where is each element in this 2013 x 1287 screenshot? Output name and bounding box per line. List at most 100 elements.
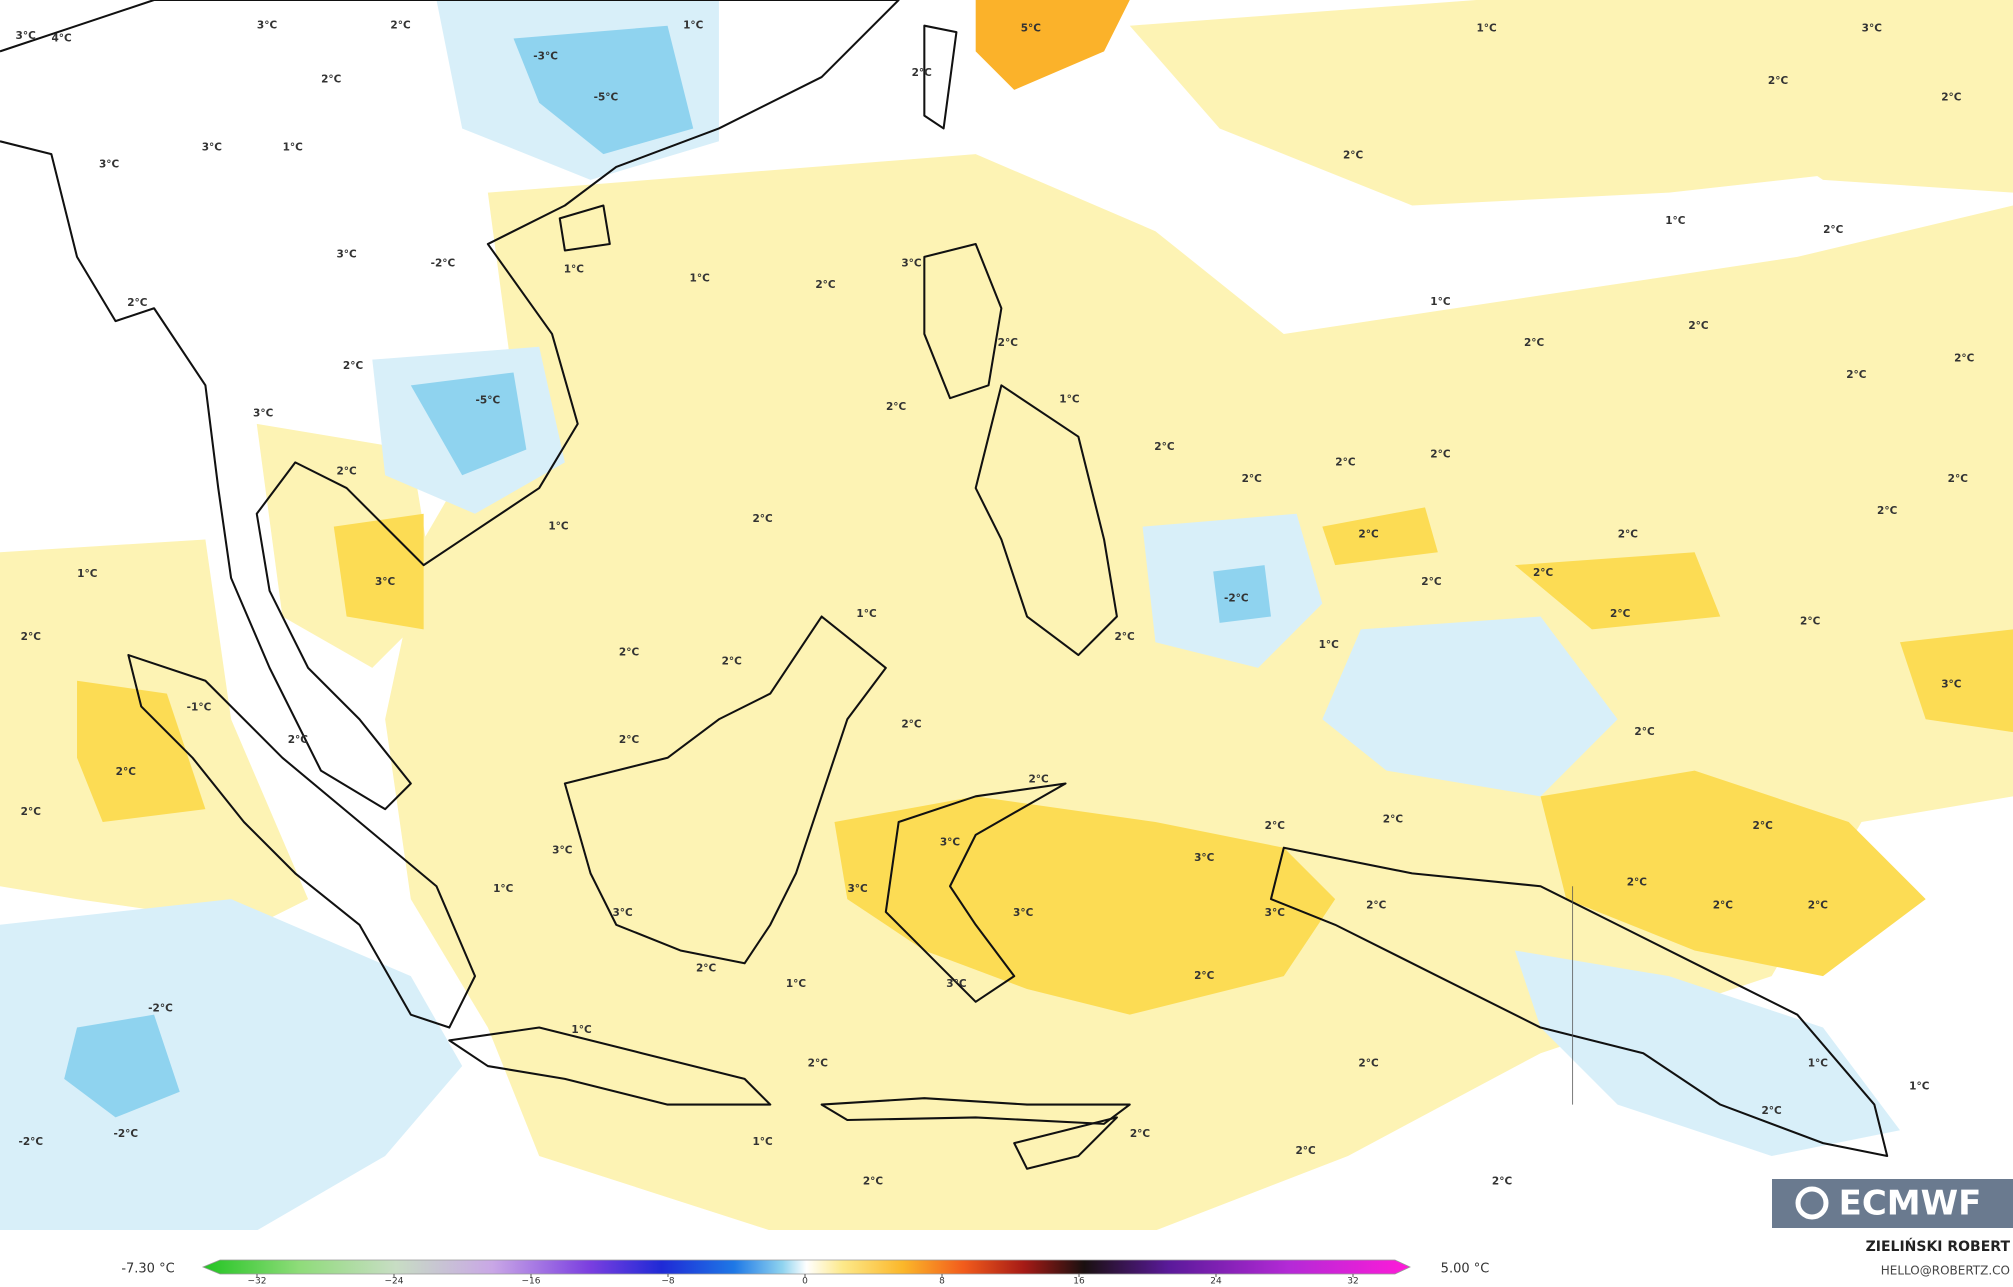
temperature-label: 2°C [21,631,42,643]
logo-icon [1795,1186,1829,1220]
temperature-label: 3°C [253,408,274,420]
temperature-label: 1°C [571,1024,592,1036]
temperature-label: 2°C [343,360,364,372]
temperature-label: 1°C [1665,215,1686,227]
temperature-label: 2°C [886,401,907,413]
colorbar [201,1259,1411,1275]
temperature-label: 2°C [1343,149,1364,161]
temperature-label: 2°C [1430,449,1451,461]
coastlines [0,0,1889,1170]
colorbar-tick-label: −8 [661,1277,675,1287]
temperature-label: 2°C [1948,473,1969,485]
credit-email: HELLO@ROBERTZ.CO [1881,1264,2010,1278]
colorbar-tick-label: 16 [1073,1277,1085,1287]
temperature-label: 3°C [1265,907,1286,919]
temperature-label: 2°C [1366,900,1387,912]
warm-areas [0,0,2013,1231]
temperature-label: 1°C [1477,22,1498,34]
temperature-label: 2°C [1242,473,1263,485]
temperature-label: 2°C [1154,441,1175,453]
map-layer [0,0,2013,1231]
logo-text: ECMWF [1839,1184,1982,1224]
temperature-label: 2°C [336,465,357,477]
temperature-label: 2°C [998,337,1019,349]
temperature-label: 3°C [202,142,223,154]
temperature-label: 2°C [21,806,42,818]
temperature-label: 3°C [1941,679,1962,691]
colorbar-tick-label: −32 [248,1277,267,1287]
temperature-label: 2°C [619,646,640,658]
temperature-label: 2°C [1028,774,1049,786]
temperature-label: 2°C [901,718,922,730]
temperature-label: -2°C [114,1128,139,1140]
temperature-label: 2°C [321,74,342,86]
temperature-label: 2°C [752,513,773,525]
temperature-label: 3°C [613,907,634,919]
temperature-label: 2°C [127,297,148,309]
temperature-label: 3°C [1862,22,1883,34]
temperature-label: 3°C [1194,852,1215,864]
temperature-label: 2°C [808,1058,829,1070]
temperature-label: 3°C [946,978,967,990]
temperature-label: 1°C [1909,1081,1930,1093]
temperature-label: 4°C [51,33,72,45]
temperature-label: 3°C [16,30,37,42]
temperature-label: -5°C [594,92,619,104]
colorbar-ticks: −32 −24 −16 −8 0 8 16 24 32 [248,1274,1359,1287]
temperature-label: 1°C [1430,296,1451,308]
temperature-label: 1°C [564,264,585,276]
temperature-label: 2°C [1618,528,1639,540]
temperature-label: 2°C [696,962,717,974]
temperature-label: 2°C [1941,92,1962,104]
temperature-label: 2°C [1610,608,1631,620]
temperature-label: 1°C [1319,639,1340,651]
temperature-label: -2°C [431,257,456,269]
temperature-label: 2°C [1877,505,1898,517]
temperature-label: 2°C [722,655,743,667]
temperature-label: 2°C [1800,616,1821,628]
temperature-label: 2°C [390,20,411,32]
temperature-label: 3°C [375,576,396,588]
temperature-label: 1°C [752,1136,773,1148]
temperature-label: 2°C [1295,1145,1316,1157]
temperature-label: 2°C [1358,528,1379,540]
colorbar-tick-label: 24 [1210,1277,1222,1287]
colorbar-tick-label: 0 [802,1277,808,1287]
temperature-label: 2°C [1808,900,1829,912]
colorbar-tick-label: −16 [522,1277,541,1287]
temperature-label: 3°C [99,158,120,170]
temperature-label: 2°C [1846,369,1867,381]
temperature-label: 2°C [1114,631,1135,643]
temperature-label: 2°C [1335,456,1356,468]
temperature-label: 2°C [1688,320,1709,332]
temperature-label: 3°C [901,257,922,269]
temperature-label: 2°C [1421,576,1442,588]
temperature-label: 2°C [1634,726,1655,738]
temperature-label: 2°C [1194,970,1215,982]
temperature-label: 2°C [1524,337,1545,349]
temperature-label: 1°C [683,20,704,32]
temperature-label: 3°C [336,248,357,260]
temperature-label: 3°C [257,20,278,32]
temperature-label: 3°C [847,883,868,895]
temperature-label: 2°C [815,279,836,291]
colorbar-tick-label: 32 [1347,1277,1358,1287]
temperature-label: 3°C [1013,907,1034,919]
temperature-label: -5°C [476,395,501,407]
temperature-label: 2°C [912,67,933,79]
temperature-label: 2°C [1492,1176,1513,1188]
temperature-label: -2°C [148,1002,173,1014]
temperature-label: 2°C [1713,900,1734,912]
temperature-labels: 3°C 4°C 3°C 2°C 1°C -3°C 2°C -5°C 3°C 1°C 3°C 3°C -2… [16,20,1975,1188]
colorbar-min: -7.30 °C [121,1262,174,1277]
temperature-label: 1°C [548,521,569,533]
temperature-label: 2°C [1823,224,1844,236]
temperature-label: 2°C [1768,75,1789,87]
temperature-label: 2°C [1358,1058,1379,1070]
temperature-label: 5°C [1021,22,1042,34]
temperature-label: 3°C [940,837,961,849]
temperature-label: 2°C [863,1176,884,1188]
colorbar-tick-label: −24 [385,1277,404,1287]
